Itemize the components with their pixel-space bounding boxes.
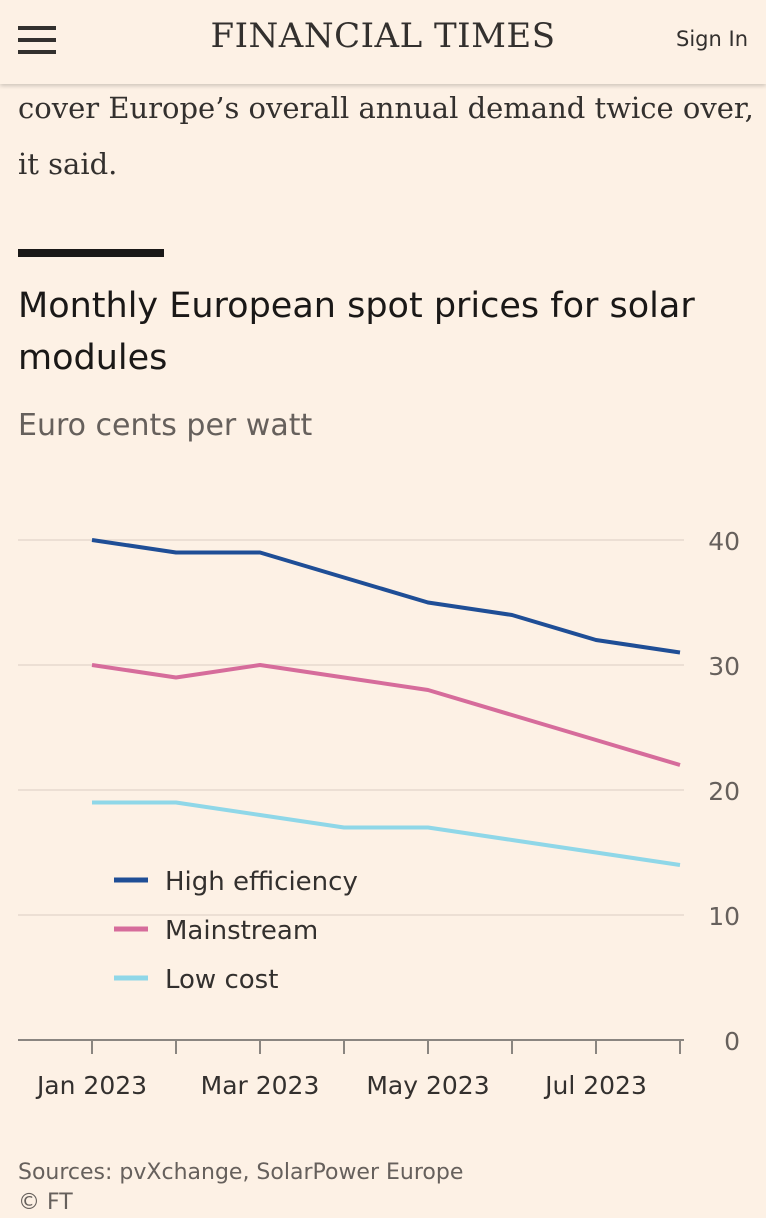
x-tick-label: May 2023: [366, 1071, 489, 1100]
y-tick-label: 30: [708, 652, 740, 681]
sign-in-link[interactable]: Sign In: [676, 27, 748, 51]
x-tick-label: Jul 2023: [543, 1071, 647, 1100]
x-tick-label: Mar 2023: [201, 1071, 320, 1100]
chart-source: Sources: pvXchange, SolarPower Europe © …: [18, 1158, 463, 1218]
y-tick-label: 10: [708, 902, 740, 931]
ft-logo[interactable]: FINANCIAL TIMES: [210, 16, 556, 56]
source-text: Sources: pvXchange, SolarPower Europe: [18, 1160, 464, 1185]
chart-subtitle: Euro cents per watt: [18, 408, 313, 443]
chart-title: Monthly European spot prices for solar m…: [18, 286, 695, 378]
y-tick-label: 40: [708, 527, 740, 556]
chart-top-rule: [18, 249, 164, 257]
site-header: FINANCIAL TIMES Sign In: [0, 0, 766, 84]
series-line-low-cost: [92, 800, 681, 867]
y-tick-label: 0: [724, 1027, 740, 1056]
hamburger-icon[interactable]: [18, 26, 56, 54]
legend-label: Mainstream: [165, 916, 318, 946]
legend-label: Low cost: [165, 965, 278, 995]
credit-text: © FT: [18, 1190, 73, 1215]
legend-label: High efficiency: [165, 867, 358, 897]
y-tick-label: 20: [708, 777, 740, 806]
x-tick-label: Jan 2023: [35, 1071, 147, 1100]
article-paragraph: cover Europe’s overall annual demand twi…: [18, 91, 754, 181]
series-line-high-efficiency: [91, 538, 681, 655]
series-line-mainstream: [91, 663, 681, 767]
